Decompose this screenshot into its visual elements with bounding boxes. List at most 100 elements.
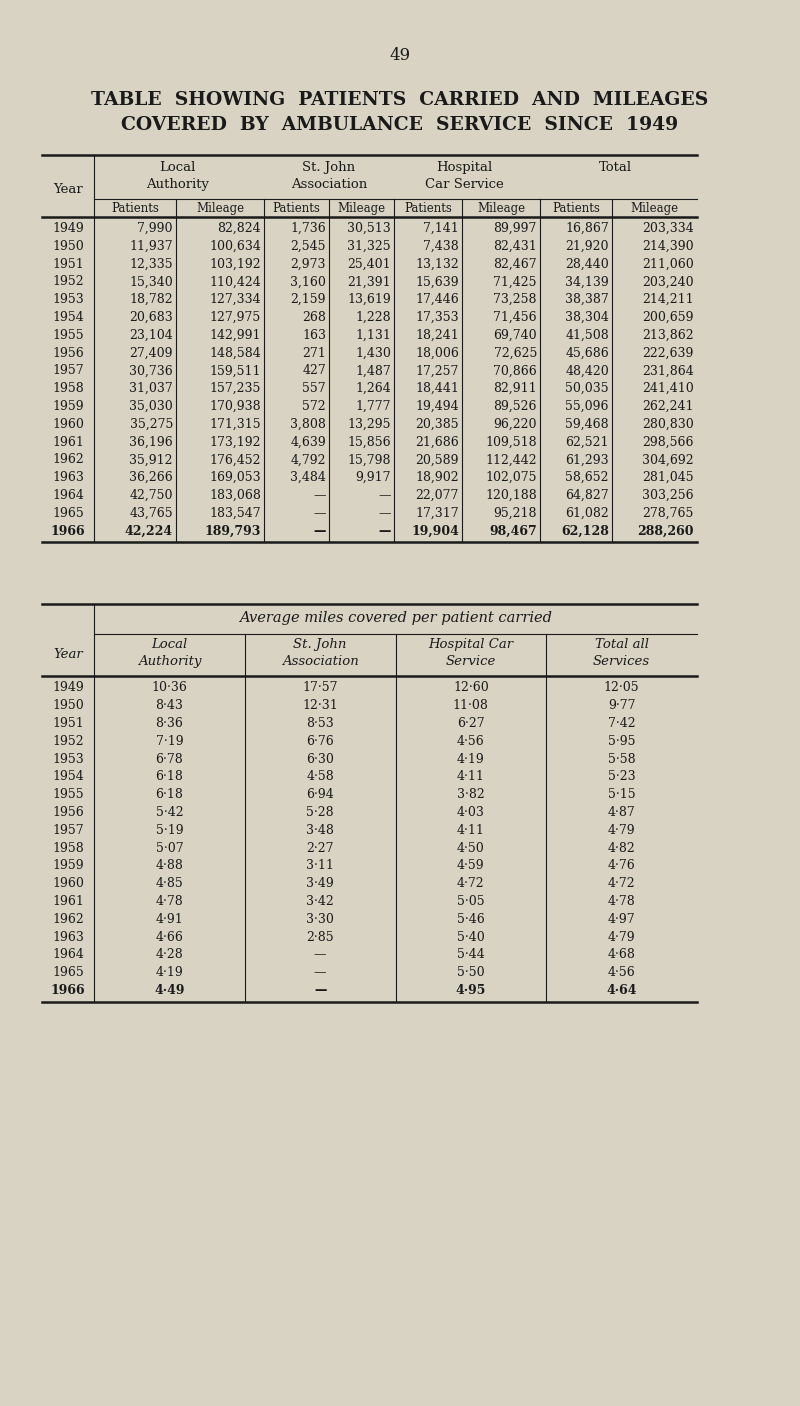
Text: 5·58: 5·58	[608, 752, 635, 766]
Text: 572: 572	[302, 399, 326, 413]
Text: 82,467: 82,467	[494, 257, 537, 270]
Text: 1966: 1966	[50, 524, 86, 537]
Text: 127,975: 127,975	[210, 311, 261, 323]
Text: 4·79: 4·79	[608, 824, 635, 837]
Text: —: —	[378, 489, 391, 502]
Text: 214,390: 214,390	[642, 240, 694, 253]
Text: 7·42: 7·42	[608, 717, 635, 730]
Text: 42,750: 42,750	[130, 489, 173, 502]
Text: 4·56: 4·56	[457, 735, 485, 748]
Text: 127,334: 127,334	[210, 294, 261, 307]
Text: 4·68: 4·68	[608, 949, 635, 962]
Text: 19,904: 19,904	[411, 524, 459, 537]
Text: 27,409: 27,409	[130, 347, 173, 360]
Text: 4·19: 4·19	[457, 752, 485, 766]
Text: 21,686: 21,686	[415, 436, 459, 449]
Text: 1949: 1949	[52, 222, 84, 235]
Text: 38,304: 38,304	[565, 311, 609, 323]
Text: 6·18: 6·18	[155, 789, 183, 801]
Text: 4·91: 4·91	[155, 912, 183, 925]
Text: Local
Authority: Local Authority	[146, 162, 209, 191]
Text: 4·64: 4·64	[606, 984, 637, 997]
Text: 35,275: 35,275	[130, 418, 173, 430]
Text: 41,508: 41,508	[566, 329, 609, 342]
Text: 1,777: 1,777	[355, 399, 391, 413]
Text: 4·11: 4·11	[457, 824, 485, 837]
Text: 69,740: 69,740	[494, 329, 537, 342]
Text: Mileage: Mileage	[477, 202, 525, 215]
Text: 1956: 1956	[52, 806, 84, 820]
Text: 100,634: 100,634	[209, 240, 261, 253]
Text: 7,438: 7,438	[423, 240, 459, 253]
Text: 1957: 1957	[52, 824, 84, 837]
Text: 159,511: 159,511	[210, 364, 261, 377]
Text: 50,035: 50,035	[566, 382, 609, 395]
Text: 16,867: 16,867	[566, 222, 609, 235]
Text: 1961: 1961	[52, 436, 84, 449]
Text: 12·05: 12·05	[604, 682, 639, 695]
Text: 12,335: 12,335	[130, 257, 173, 270]
Text: 7,141: 7,141	[423, 222, 459, 235]
Text: TABLE  SHOWING  PATIENTS  CARRIED  AND  MILEAGES: TABLE SHOWING PATIENTS CARRIED AND MILEA…	[91, 91, 709, 110]
Text: 1,736: 1,736	[290, 222, 326, 235]
Text: 1951: 1951	[52, 257, 84, 270]
Text: 4·58: 4·58	[306, 770, 334, 783]
Text: 1966: 1966	[50, 984, 86, 997]
Text: 12·31: 12·31	[302, 699, 338, 713]
Text: 13,132: 13,132	[415, 257, 459, 270]
Text: 1955: 1955	[52, 329, 84, 342]
Text: 98,467: 98,467	[490, 524, 537, 537]
Text: 21,391: 21,391	[347, 276, 391, 288]
Text: Patients: Patients	[404, 202, 452, 215]
Text: 15,798: 15,798	[347, 453, 391, 467]
Text: 10·36: 10·36	[151, 682, 187, 695]
Text: 5·28: 5·28	[306, 806, 334, 820]
Text: 1,264: 1,264	[355, 382, 391, 395]
Text: 21,920: 21,920	[566, 240, 609, 253]
Text: 1964: 1964	[52, 949, 84, 962]
Text: 1,131: 1,131	[355, 329, 391, 342]
Text: 17,353: 17,353	[415, 311, 459, 323]
Text: 4·59: 4·59	[457, 859, 485, 872]
Text: 1962: 1962	[52, 453, 84, 467]
Text: 1960: 1960	[52, 418, 84, 430]
Text: 203,240: 203,240	[642, 276, 694, 288]
Text: 4·97: 4·97	[608, 912, 635, 925]
Text: 5·95: 5·95	[608, 735, 635, 748]
Text: 557: 557	[302, 382, 326, 395]
Text: 11·08: 11·08	[453, 699, 489, 713]
Text: 3·11: 3·11	[306, 859, 334, 872]
Text: 1958: 1958	[52, 382, 84, 395]
Text: 4·72: 4·72	[608, 877, 635, 890]
Text: 5·05: 5·05	[457, 896, 485, 908]
Text: 214,211: 214,211	[642, 294, 694, 307]
Text: Mileage: Mileage	[196, 202, 244, 215]
Text: 241,410: 241,410	[642, 382, 694, 395]
Text: 169,053: 169,053	[210, 471, 261, 484]
Text: 3,160: 3,160	[290, 276, 326, 288]
Text: 5·19: 5·19	[155, 824, 183, 837]
Text: 19,494: 19,494	[415, 399, 459, 413]
Text: 4·85: 4·85	[155, 877, 183, 890]
Text: 4·87: 4·87	[608, 806, 635, 820]
Text: 17,446: 17,446	[415, 294, 459, 307]
Text: 4·95: 4·95	[456, 984, 486, 997]
Text: 13,295: 13,295	[347, 418, 391, 430]
Text: 6·94: 6·94	[306, 789, 334, 801]
Text: 5·40: 5·40	[457, 931, 485, 943]
Text: Year: Year	[53, 648, 83, 661]
Text: Hospital Car
Service: Hospital Car Service	[428, 638, 514, 668]
Text: 25,401: 25,401	[347, 257, 391, 270]
Text: 5·23: 5·23	[608, 770, 635, 783]
Text: 4·82: 4·82	[608, 842, 635, 855]
Text: St. John
Association: St. John Association	[291, 162, 367, 191]
Text: —: —	[314, 949, 326, 962]
Text: 109,518: 109,518	[486, 436, 537, 449]
Text: 1953: 1953	[52, 752, 84, 766]
Text: 4·49: 4·49	[154, 984, 185, 997]
Text: —: —	[314, 524, 326, 537]
Text: 3,808: 3,808	[290, 418, 326, 430]
Text: 170,938: 170,938	[210, 399, 261, 413]
Text: 9·77: 9·77	[608, 699, 635, 713]
Text: —: —	[314, 984, 326, 997]
